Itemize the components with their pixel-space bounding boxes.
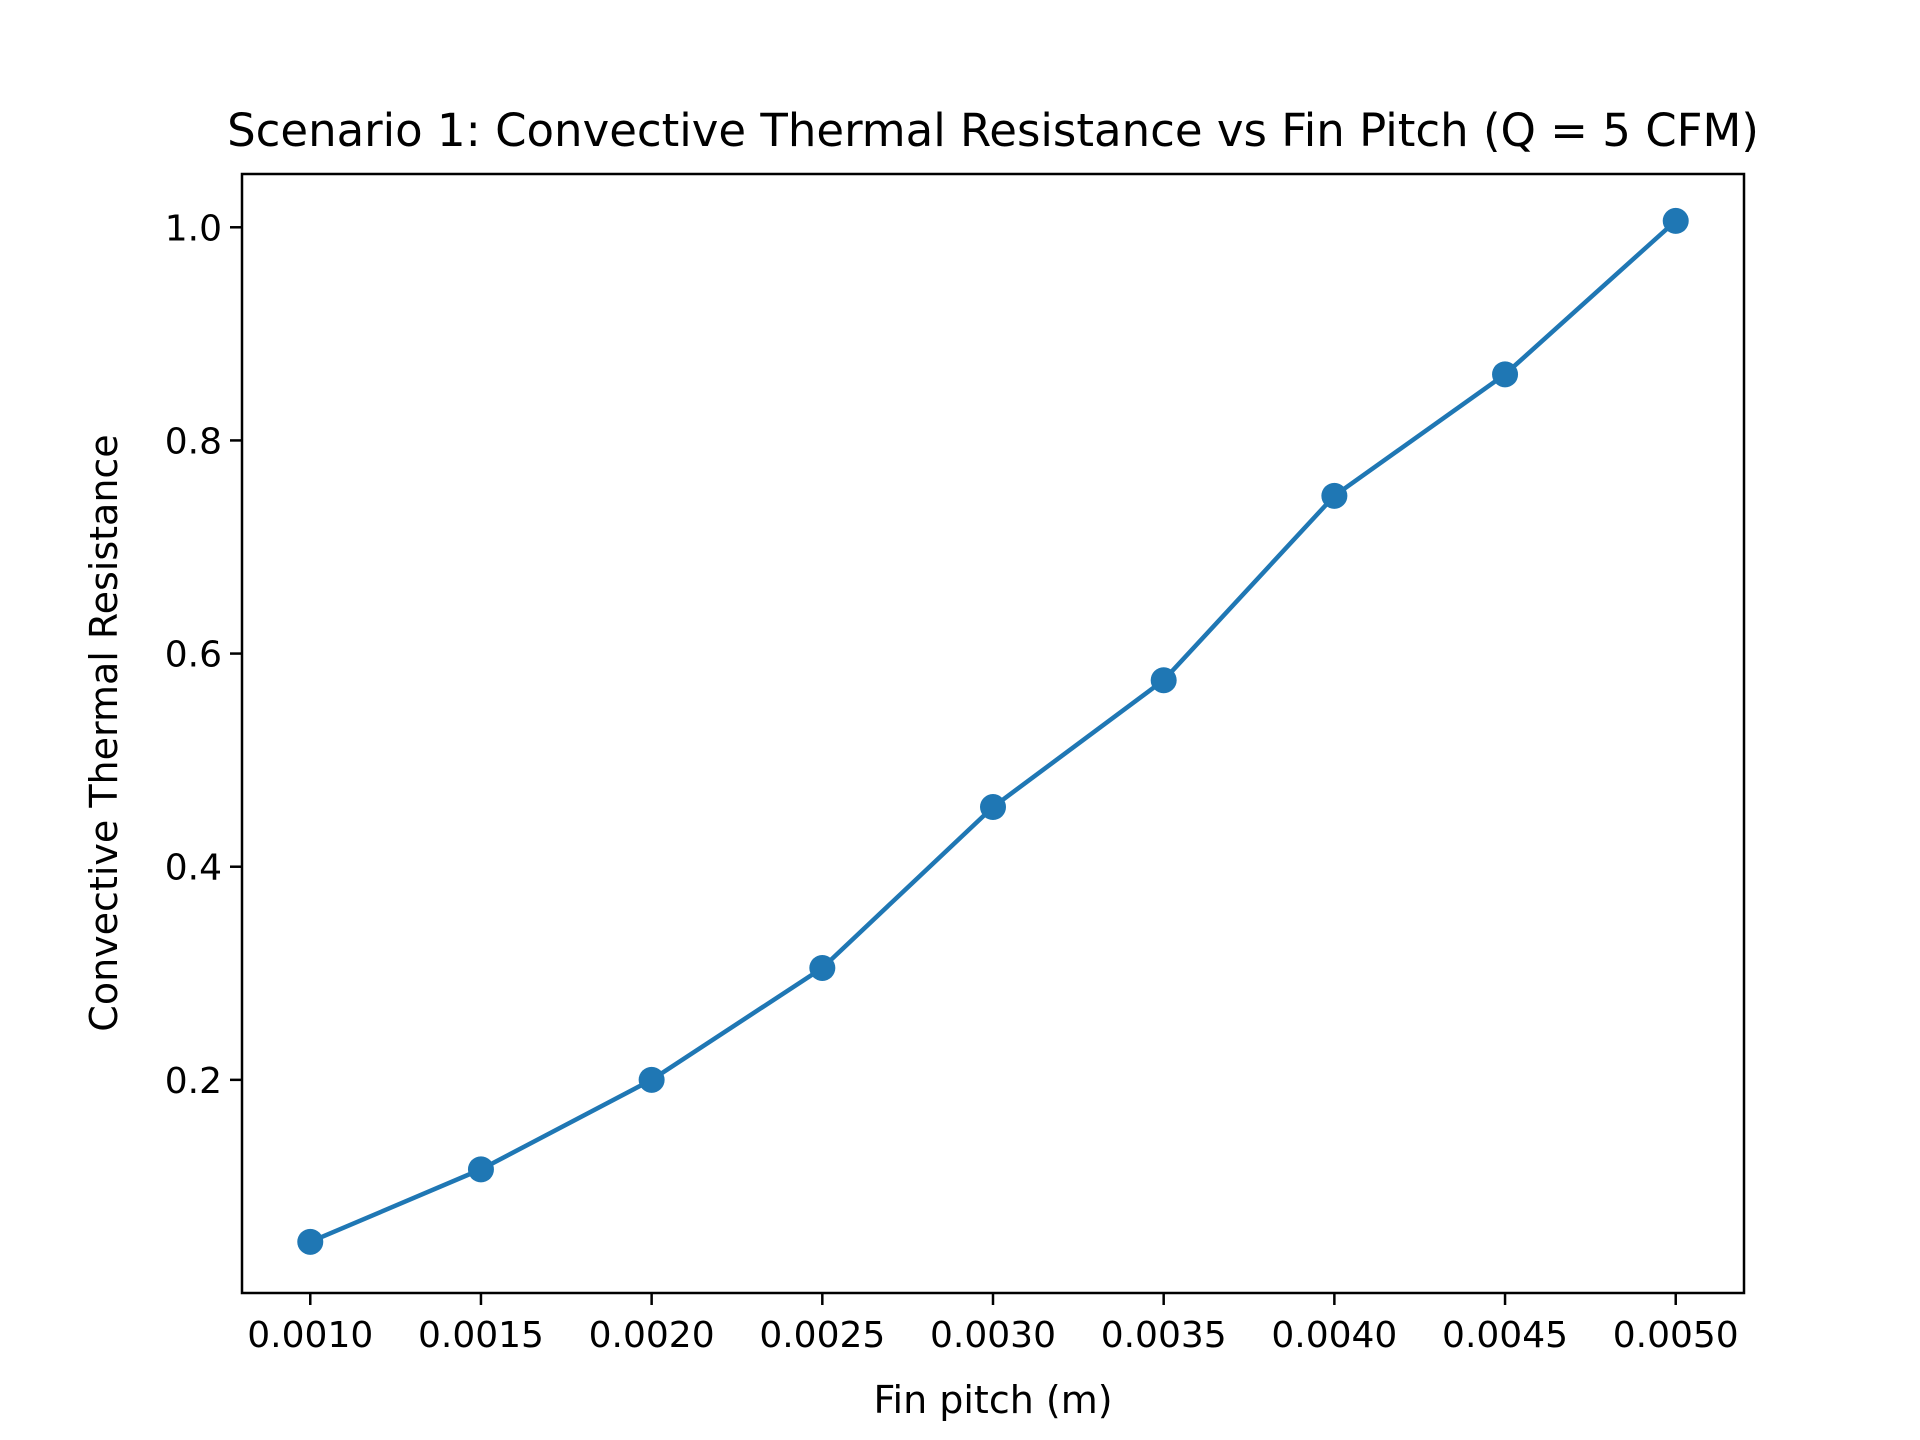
y-tick-label: 1.0 (165, 208, 222, 249)
x-tick-label: 0.0040 (1271, 1315, 1397, 1356)
x-tick-label: 0.0030 (930, 1315, 1056, 1356)
series-group (297, 207, 1689, 1255)
data-point (467, 1156, 494, 1183)
x-tick-label: 0.0025 (759, 1315, 885, 1356)
y-tick-label: 0.8 (165, 421, 222, 462)
y-axis-label: Convective Thermal Resistance (82, 434, 126, 1031)
y-tick-label: 0.2 (165, 1061, 222, 1102)
data-point (1662, 207, 1689, 234)
x-tick-label: 0.0015 (418, 1315, 544, 1356)
x-tick-label: 0.0035 (1101, 1315, 1227, 1356)
x-axis-label: Fin pitch (m) (873, 1378, 1112, 1422)
data-point (1150, 667, 1177, 694)
x-tick-label: 0.0045 (1442, 1315, 1568, 1356)
x-tick-label: 0.0010 (247, 1315, 373, 1356)
y-axis-ticks: 0.2 0.4 0.6 0.8 1.0 (165, 208, 242, 1102)
data-point (1321, 482, 1348, 509)
data-point (1492, 361, 1519, 388)
data-point (297, 1228, 324, 1255)
chart-title: Scenario 1: Convective Thermal Resistanc… (227, 104, 1759, 157)
data-point (980, 794, 1006, 821)
data-point (809, 954, 836, 981)
y-tick-label: 0.6 (165, 635, 222, 676)
plot-frame (240, 172, 1746, 1295)
data-point (638, 1066, 665, 1093)
x-axis-ticks: 0.0010 0.0015 0.0020 0.0025 0.0030 0.0035 0.00… (247, 1293, 1739, 1356)
x-tick-label: 0.0050 (1613, 1315, 1739, 1356)
x-tick-label: 0.0020 (589, 1315, 715, 1356)
y-tick-label: 0.4 (165, 848, 222, 889)
